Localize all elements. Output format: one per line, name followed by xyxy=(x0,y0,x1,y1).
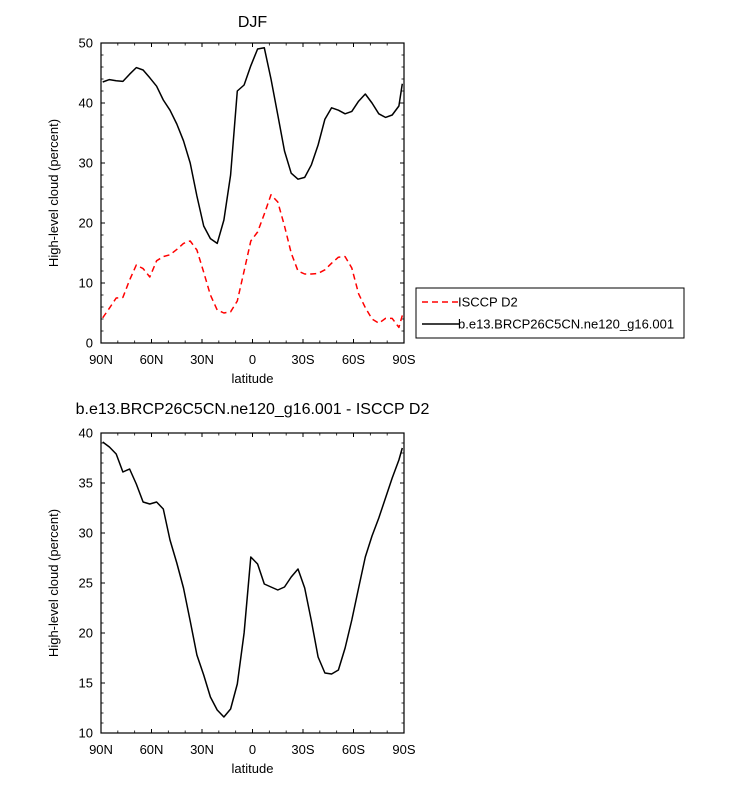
plot-frame xyxy=(100,432,405,734)
legend-label-isccp: ISCCP D2 xyxy=(458,295,518,310)
legend-box xyxy=(415,287,685,339)
y-tick-label: 10 xyxy=(79,726,93,741)
y-tick-label: 15 xyxy=(79,676,93,691)
x-tick-label: 60S xyxy=(342,352,365,367)
x-axis-label: latitude xyxy=(232,761,274,776)
x-tick-label: 60S xyxy=(342,742,365,757)
isccp-series-line xyxy=(102,194,404,329)
x-tick-label: 90S xyxy=(392,352,415,367)
x-tick-label: 60N xyxy=(140,352,164,367)
y-tick-label: 0 xyxy=(86,336,93,351)
y-axis-label: High-level cloud (percent) xyxy=(46,119,61,267)
x-tick-label: 30S xyxy=(291,352,314,367)
model-series-line xyxy=(102,47,404,245)
x-tick-label: 90N xyxy=(89,742,113,757)
x-tick-label: 90N xyxy=(89,352,113,367)
y-tick-label: 40 xyxy=(79,96,93,111)
y-tick-label: 30 xyxy=(79,156,93,171)
bottom-panel: b.e13.BRCP26C5CN.ne120_g16.001 - ISCCP D… xyxy=(46,401,429,776)
y-tick-label: 20 xyxy=(79,626,93,641)
x-tick-label: 30N xyxy=(190,352,214,367)
y-tick-label: 50 xyxy=(79,36,93,51)
y-tick-label: 30 xyxy=(79,526,93,541)
chart-title: DJF xyxy=(238,14,268,31)
legend: ISCCP D2 b.e13.BRCP26C5CN.ne120_g16.001 xyxy=(415,287,685,339)
x-tick-label: 0 xyxy=(249,742,256,757)
chart-title: b.e13.BRCP26C5CN.ne120_g16.001 - ISCCP D… xyxy=(76,401,430,418)
y-tick-label: 40 xyxy=(79,426,93,441)
x-tick-label: 60N xyxy=(140,742,164,757)
plot-frame xyxy=(100,42,405,344)
x-tick-label: 30N xyxy=(190,742,214,757)
x-tick-label: 0 xyxy=(249,352,256,367)
y-tick-label: 20 xyxy=(79,216,93,231)
x-tick-label: 90S xyxy=(392,742,415,757)
y-tick-label: 35 xyxy=(79,476,93,491)
x-axis-label: latitude xyxy=(232,371,274,386)
top-panel: DJF 90N 60N 30N 0 30S 60S 90S 0 10 20 30 40 50 latitud… xyxy=(46,14,416,386)
legend-label-model: b.e13.BRCP26C5CN.ne120_g16.001 xyxy=(458,317,674,332)
difference-series-line xyxy=(102,441,404,718)
y-axis-label: High-level cloud (percent) xyxy=(46,509,61,657)
x-tick-label: 30S xyxy=(291,742,314,757)
y-tick-label: 25 xyxy=(79,576,93,591)
y-tick-label: 10 xyxy=(79,276,93,291)
